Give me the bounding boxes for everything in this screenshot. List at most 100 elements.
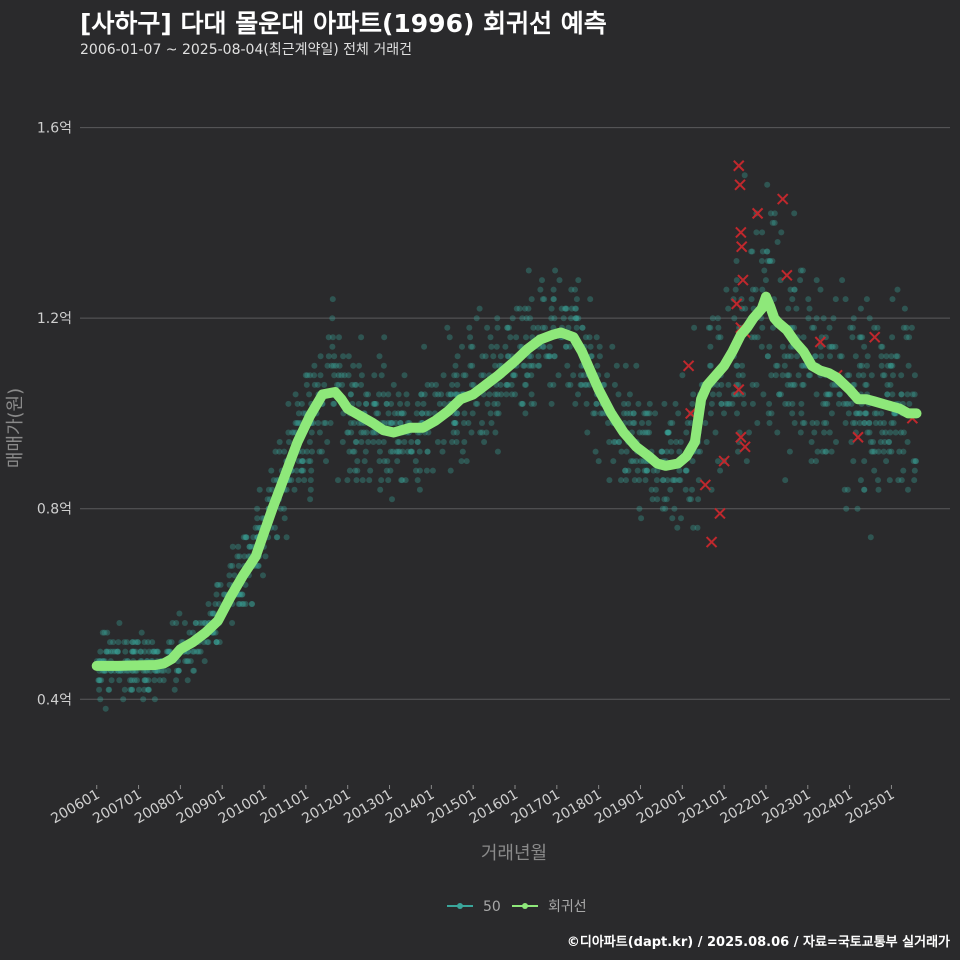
scatter-point [652, 410, 659, 417]
scatter-point [791, 210, 798, 217]
scatter-point [910, 458, 917, 465]
scatter-point [393, 448, 400, 455]
y-tick-label: 1.6억 [37, 121, 72, 137]
scatter-point [448, 391, 455, 398]
scatter-point [537, 286, 544, 293]
scatter-point [460, 372, 467, 379]
scatter-point [715, 458, 721, 465]
scatter-point [888, 420, 895, 426]
scatter-point [694, 448, 701, 455]
scatter-point [353, 477, 360, 484]
scatter-point [497, 381, 504, 388]
scatter-point [871, 324, 878, 331]
scatter-point [763, 248, 770, 255]
scatter-point [638, 515, 645, 522]
scatter-point [622, 467, 629, 474]
scatter-point [137, 648, 144, 655]
scatter-point [145, 686, 152, 693]
scatter-point [683, 429, 690, 436]
scatter-point [565, 381, 572, 388]
scatter-point [235, 601, 242, 607]
scatter-point [551, 353, 558, 360]
scatter-point [413, 467, 419, 474]
scatter-point [884, 381, 891, 388]
scatter-point [484, 400, 491, 407]
scatter-point [898, 372, 905, 379]
scatter-point [378, 477, 385, 484]
scatter-point [800, 362, 807, 369]
scatter-point [888, 353, 895, 360]
scatter-point [307, 496, 314, 503]
scatter-point [423, 410, 430, 417]
scatter-point [769, 219, 776, 226]
scatter-point [175, 667, 182, 674]
scatter-point [307, 372, 313, 379]
scatter-point [345, 429, 352, 436]
scatter-point [572, 400, 579, 407]
scatter-point [661, 496, 668, 503]
scatter-point [408, 439, 415, 445]
scatter-point [109, 648, 116, 655]
scatter-point [642, 477, 649, 484]
scatter-point [467, 362, 474, 369]
scatter-point [758, 258, 765, 264]
scatter-point [842, 420, 849, 426]
scatter-point [492, 362, 499, 369]
scatter-point [634, 467, 641, 474]
scatter-point [528, 296, 535, 303]
scatter-point [845, 410, 852, 417]
scatter-point [669, 515, 676, 522]
scatter-point [250, 534, 257, 541]
scatter-point [380, 362, 387, 369]
scatter-point [667, 420, 674, 426]
scatter-point [453, 439, 460, 445]
scatter-point [734, 362, 741, 369]
scatter-point [610, 439, 617, 445]
scatter-point [483, 429, 490, 436]
scatter-point [414, 439, 421, 445]
scatter-point [791, 286, 798, 293]
scatter-point [798, 410, 805, 417]
scatter-point [749, 286, 756, 293]
scatter-point [256, 486, 263, 493]
y-tick-label: 1.2억 [37, 311, 72, 327]
scatter-point [530, 324, 537, 331]
highlight-point [852, 431, 864, 443]
scatter-point [354, 467, 361, 474]
scatter-point [878, 362, 885, 369]
scatter-point [766, 400, 773, 407]
scatter-point [636, 477, 643, 484]
scatter-point [820, 315, 827, 322]
scatter-point [779, 343, 786, 350]
scatter-point [377, 486, 384, 493]
scatter-point [358, 334, 365, 341]
scatter-point [562, 305, 569, 312]
scatter-point [306, 391, 313, 398]
scatter-point [759, 286, 766, 293]
scatter-point [385, 420, 392, 426]
scatter-point [345, 353, 352, 360]
scatter-point [784, 372, 791, 379]
scatter-point [776, 391, 783, 398]
scatter-point [510, 372, 517, 379]
scatter-point [441, 400, 448, 407]
scatter-point [676, 477, 683, 484]
scatter-point [644, 429, 651, 436]
scatter-point [703, 439, 710, 445]
scatter-point [163, 648, 170, 655]
scatter-point [385, 391, 392, 398]
scatter-point [439, 448, 446, 455]
scatter-point [365, 439, 372, 445]
scatter-point [421, 391, 428, 398]
scatter-point [449, 439, 456, 445]
scatter-point [844, 372, 851, 379]
scatter-point [339, 381, 346, 388]
scatter-point [682, 467, 689, 474]
scatter-point [847, 324, 854, 331]
scatter-point [344, 429, 351, 436]
scatter-point [301, 477, 308, 484]
scatter-point [419, 410, 426, 417]
scatter-point [717, 467, 724, 474]
scatter-point [758, 343, 765, 350]
scatter-point [716, 391, 723, 398]
